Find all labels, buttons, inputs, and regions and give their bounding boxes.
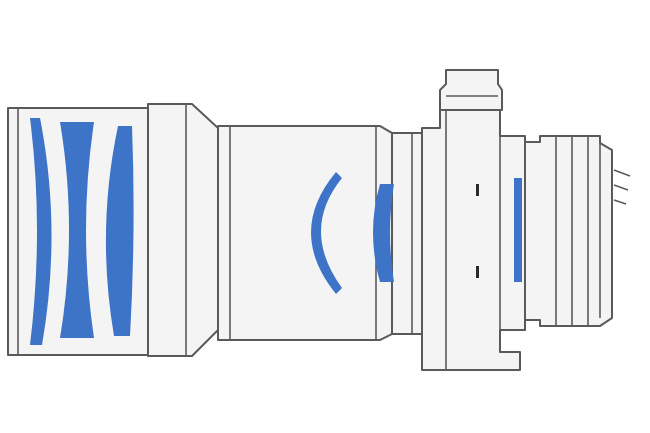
lens-element-front-1 [30,118,52,345]
collar-ring [391,132,423,335]
rear-body [421,109,526,371]
lens-element-middle [311,172,342,294]
focus-mark-bottom [476,266,479,278]
front-ring [147,103,219,357]
lens-mount [524,135,613,327]
lens-element-front-3 [105,126,134,336]
mount-pin-icon [613,169,631,205]
mid-barrel [217,125,393,341]
lens-element-rear [373,184,394,282]
viewfinder-housing [439,69,503,111]
lens-element-prism [514,178,522,282]
focus-mark-top [476,184,479,196]
lens-element-front-2 [60,122,94,338]
